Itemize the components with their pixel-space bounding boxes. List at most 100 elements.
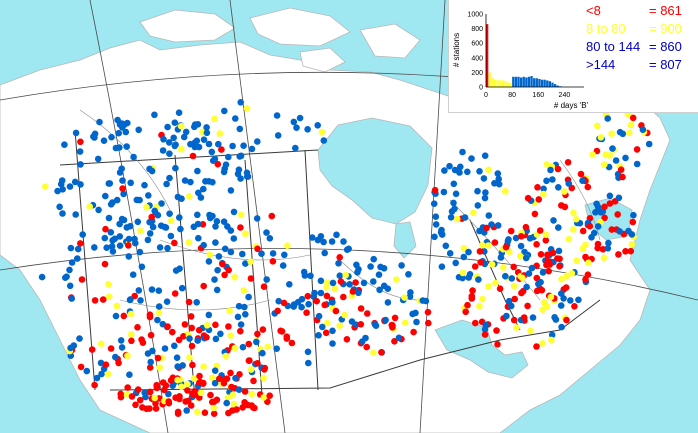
station-dot-yellow-687 bbox=[506, 248, 513, 256]
station-dot-yellow-802 bbox=[542, 231, 550, 238]
station-dot-blue-152 bbox=[269, 250, 277, 257]
station-dot-blue-409 bbox=[67, 344, 74, 352]
station-dot-red-161 bbox=[199, 221, 207, 228]
station-dot-blue-181 bbox=[68, 295, 75, 302]
station-dot-blue-572 bbox=[294, 298, 302, 306]
station-dot-yellow-663 bbox=[510, 282, 518, 290]
station-dot-red-688 bbox=[510, 316, 518, 324]
station-dot-blue-65 bbox=[71, 178, 79, 186]
station-dot-red-592 bbox=[491, 239, 499, 246]
station-dot-blue-245 bbox=[321, 249, 329, 257]
station-dot-blue-136 bbox=[136, 196, 143, 204]
station-dot-blue-263 bbox=[194, 211, 201, 219]
histogram-bar-10 bbox=[512, 76, 515, 87]
station-dot-red-344 bbox=[147, 331, 155, 339]
legend-count-lt8: = 861 bbox=[649, 3, 682, 18]
station-dot-blue-280 bbox=[345, 245, 353, 253]
station-dot-red-889 bbox=[601, 203, 608, 211]
station-dot-blue-807 bbox=[565, 180, 573, 187]
station-dot-red-648 bbox=[476, 248, 484, 255]
station-dot-yellow-596 bbox=[502, 188, 509, 195]
station-dot-red-839 bbox=[531, 210, 539, 218]
station-dot-blue-606 bbox=[446, 162, 453, 170]
station-dot-red-501 bbox=[124, 384, 131, 391]
station-dot-blue-729 bbox=[502, 272, 509, 280]
arctic-island-4 bbox=[299, 47, 346, 73]
station-dot-blue-53 bbox=[120, 190, 127, 198]
station-dot-blue-869 bbox=[645, 140, 653, 148]
station-dot-blue-180 bbox=[221, 245, 229, 253]
station-dot-red-393 bbox=[77, 363, 85, 371]
histogram-bar-14 bbox=[522, 76, 525, 87]
station-dot-yellow-835 bbox=[585, 259, 592, 267]
station-dot-red-24 bbox=[77, 138, 84, 146]
station-dot-red-955 bbox=[340, 293, 347, 301]
station-dot-red-760 bbox=[533, 241, 540, 248]
histogram-bar-27 bbox=[556, 85, 559, 87]
station-dot-blue-731 bbox=[508, 302, 515, 310]
histogram-bar-9 bbox=[509, 82, 512, 87]
station-dot-red-521 bbox=[139, 404, 146, 411]
station-dot-blue-436 bbox=[259, 349, 266, 357]
station-dot-blue-218 bbox=[137, 297, 144, 304]
station-dot-blue-130 bbox=[120, 216, 128, 224]
station-dot-blue-709 bbox=[475, 276, 482, 283]
station-dot-blue-59 bbox=[146, 230, 154, 237]
station-dot-yellow-542 bbox=[401, 319, 409, 327]
station-dot-blue-833 bbox=[555, 247, 563, 255]
station-dot-red-524 bbox=[210, 398, 218, 406]
station-dot-red-671 bbox=[496, 285, 504, 293]
station-dot-blue-112 bbox=[178, 195, 185, 202]
station-dot-blue-274 bbox=[205, 311, 213, 319]
station-dot-red-490 bbox=[207, 391, 214, 399]
station-dot-blue-990 bbox=[293, 124, 300, 131]
station-dot-red-369 bbox=[107, 345, 115, 352]
station-dot-blue-430 bbox=[179, 362, 186, 369]
station-dot-red-162 bbox=[269, 258, 277, 265]
station-dot-red-744 bbox=[545, 267, 552, 275]
station-dot-blue-107 bbox=[171, 119, 179, 126]
station-dot-blue-10 bbox=[166, 150, 173, 157]
histogram-bar-4 bbox=[496, 80, 499, 87]
station-dot-red-515 bbox=[251, 404, 258, 412]
station-dot-red-550 bbox=[254, 330, 261, 338]
station-dot-blue-639 bbox=[465, 248, 472, 256]
station-dot-yellow-477 bbox=[194, 408, 201, 416]
station-dot-blue-960 bbox=[398, 262, 405, 269]
station-dot-yellow-858 bbox=[608, 130, 615, 137]
station-dot-red-428 bbox=[225, 323, 232, 330]
y-tick-label-4: 800 bbox=[471, 26, 483, 33]
station-dot-blue-916 bbox=[362, 334, 369, 342]
station-dot-blue-179 bbox=[227, 248, 235, 256]
station-dot-red-259 bbox=[221, 271, 228, 279]
station-dot-red-556 bbox=[283, 335, 291, 342]
station-dot-red-544 bbox=[391, 338, 398, 345]
station-dot-yellow-923 bbox=[393, 276, 400, 283]
station-dot-red-417 bbox=[254, 360, 261, 367]
station-dot-blue-205 bbox=[333, 231, 340, 239]
histogram-bar-22 bbox=[543, 79, 546, 87]
station-dot-blue-908 bbox=[625, 227, 632, 235]
station-dot-blue-2 bbox=[195, 234, 202, 242]
y-tick-label-5: 1000 bbox=[467, 12, 483, 19]
station-dot-blue-147 bbox=[206, 214, 214, 222]
station-dot-red-903 bbox=[622, 248, 629, 255]
station-dot-yellow-349 bbox=[231, 344, 239, 352]
station-dot-yellow-505 bbox=[230, 400, 238, 408]
station-dot-red-830 bbox=[546, 261, 553, 268]
station-dot-yellow-634 bbox=[485, 242, 492, 249]
station-dot-yellow-439 bbox=[124, 352, 131, 360]
station-dot-blue-304 bbox=[125, 253, 133, 260]
station-dot-blue-153 bbox=[148, 286, 156, 293]
station-dot-blue-636 bbox=[485, 212, 493, 219]
station-dot-blue-837 bbox=[579, 177, 586, 184]
legend-range-gt144: >144 bbox=[586, 57, 616, 72]
station-dot-blue-38 bbox=[209, 178, 216, 186]
station-dot-yellow-705 bbox=[527, 327, 534, 335]
station-dot-blue-873 bbox=[619, 130, 627, 138]
station-dot-yellow-366 bbox=[203, 322, 211, 329]
station-dot-yellow-975 bbox=[243, 105, 251, 112]
station-dot-blue-849 bbox=[604, 115, 611, 122]
station-dot-blue-931 bbox=[329, 299, 336, 306]
station-dot-blue-970 bbox=[221, 107, 228, 115]
